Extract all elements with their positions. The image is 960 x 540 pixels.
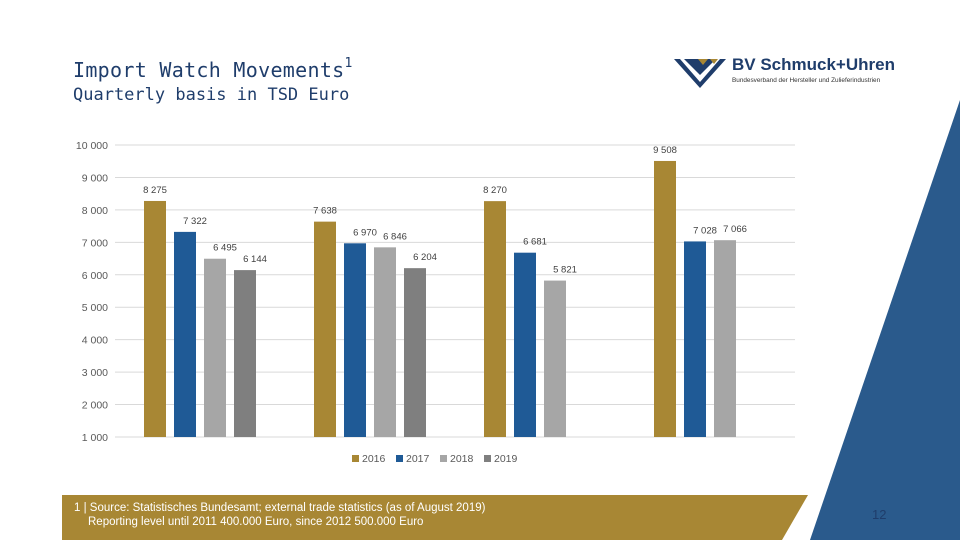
bar-2018-Q3 (544, 280, 566, 437)
legend-swatch-2016 (352, 455, 359, 462)
bar-2017-Q1 (174, 231, 196, 437)
data-label: 6 495 (213, 243, 237, 254)
data-label: 7 066 (723, 224, 747, 235)
bar-2018-Q2 (374, 247, 396, 437)
bar-2016-Q4 (654, 160, 676, 438)
data-label: 7 638 (313, 206, 337, 217)
bar-2018-Q4 (714, 240, 736, 437)
y-tick-label: 10 000 (76, 140, 108, 152)
blue-corner-shape (810, 100, 960, 540)
gold-footer-band (62, 495, 808, 540)
y-tick-label: 6 000 (82, 270, 108, 282)
data-label: 7 028 (693, 225, 717, 236)
logo: BV Schmuck+Uhren Bundesverband der Herst… (672, 52, 902, 92)
legend-swatch-2017 (396, 455, 403, 462)
bar-2016-Q1 (144, 200, 166, 437)
logo-name: BV Schmuck+Uhren (732, 55, 895, 74)
data-label: 6 681 (523, 237, 547, 248)
data-label: 7 322 (183, 216, 207, 227)
y-tick-label: 5 000 (82, 302, 108, 314)
diamond-logo-icon (674, 59, 726, 88)
logo-subtitle: Bundesverband der Hersteller und Zuliefe… (732, 77, 881, 84)
data-label: 6 970 (353, 227, 377, 238)
bar-2016-Q2 (314, 221, 336, 437)
bar-2019-Q2 (404, 268, 426, 437)
data-label: 8 270 (483, 185, 507, 196)
data-label: 9 508 (653, 145, 677, 156)
data-label: 5 821 (553, 265, 577, 276)
y-tick-label: 1 000 (82, 432, 108, 444)
footnote: 1 | Source: Statistisches Bundesamt; ext… (74, 501, 485, 529)
y-tick-label: 3 000 (82, 367, 108, 379)
bar-2016-Q3 (484, 201, 506, 437)
bar-2017-Q2 (344, 243, 366, 437)
legend-swatch-2018 (440, 455, 447, 462)
footnote-line-1: 1 | Source: Statistisches Bundesamt; ext… (74, 502, 486, 514)
legend-label-2017: 2017 (406, 453, 430, 465)
y-tick-label: 2 000 (82, 400, 108, 412)
page-number: 12 (872, 507, 887, 522)
data-label: 6 204 (413, 252, 437, 263)
legend-swatch-2019 (484, 455, 491, 462)
legend-label-2018: 2018 (450, 453, 474, 465)
legend-label-2016: 2016 (362, 453, 386, 465)
y-tick-label: 7 000 (82, 237, 108, 249)
data-label: 6 846 (383, 231, 407, 242)
data-label: 8 275 (143, 185, 167, 196)
data-label: 6 144 (243, 254, 267, 265)
y-tick-label: 9 000 (82, 172, 108, 184)
y-tick-label: 4 000 (82, 335, 108, 347)
legend-label-2019: 2019 (494, 453, 518, 465)
bar-2019-Q1 (234, 270, 256, 437)
bar-2017-Q3 (514, 252, 536, 437)
footnote-line-2: Reporting level until 2011 400.000 Euro,… (88, 516, 424, 528)
page-subtitle: Quarterly basis in TSD Euro (73, 85, 350, 105)
bar-2017-Q4 (684, 241, 706, 437)
page-title: Import Watch Movements1 (73, 56, 353, 82)
y-tick-label: 8 000 (82, 205, 108, 217)
bar-2018-Q1 (204, 258, 226, 437)
